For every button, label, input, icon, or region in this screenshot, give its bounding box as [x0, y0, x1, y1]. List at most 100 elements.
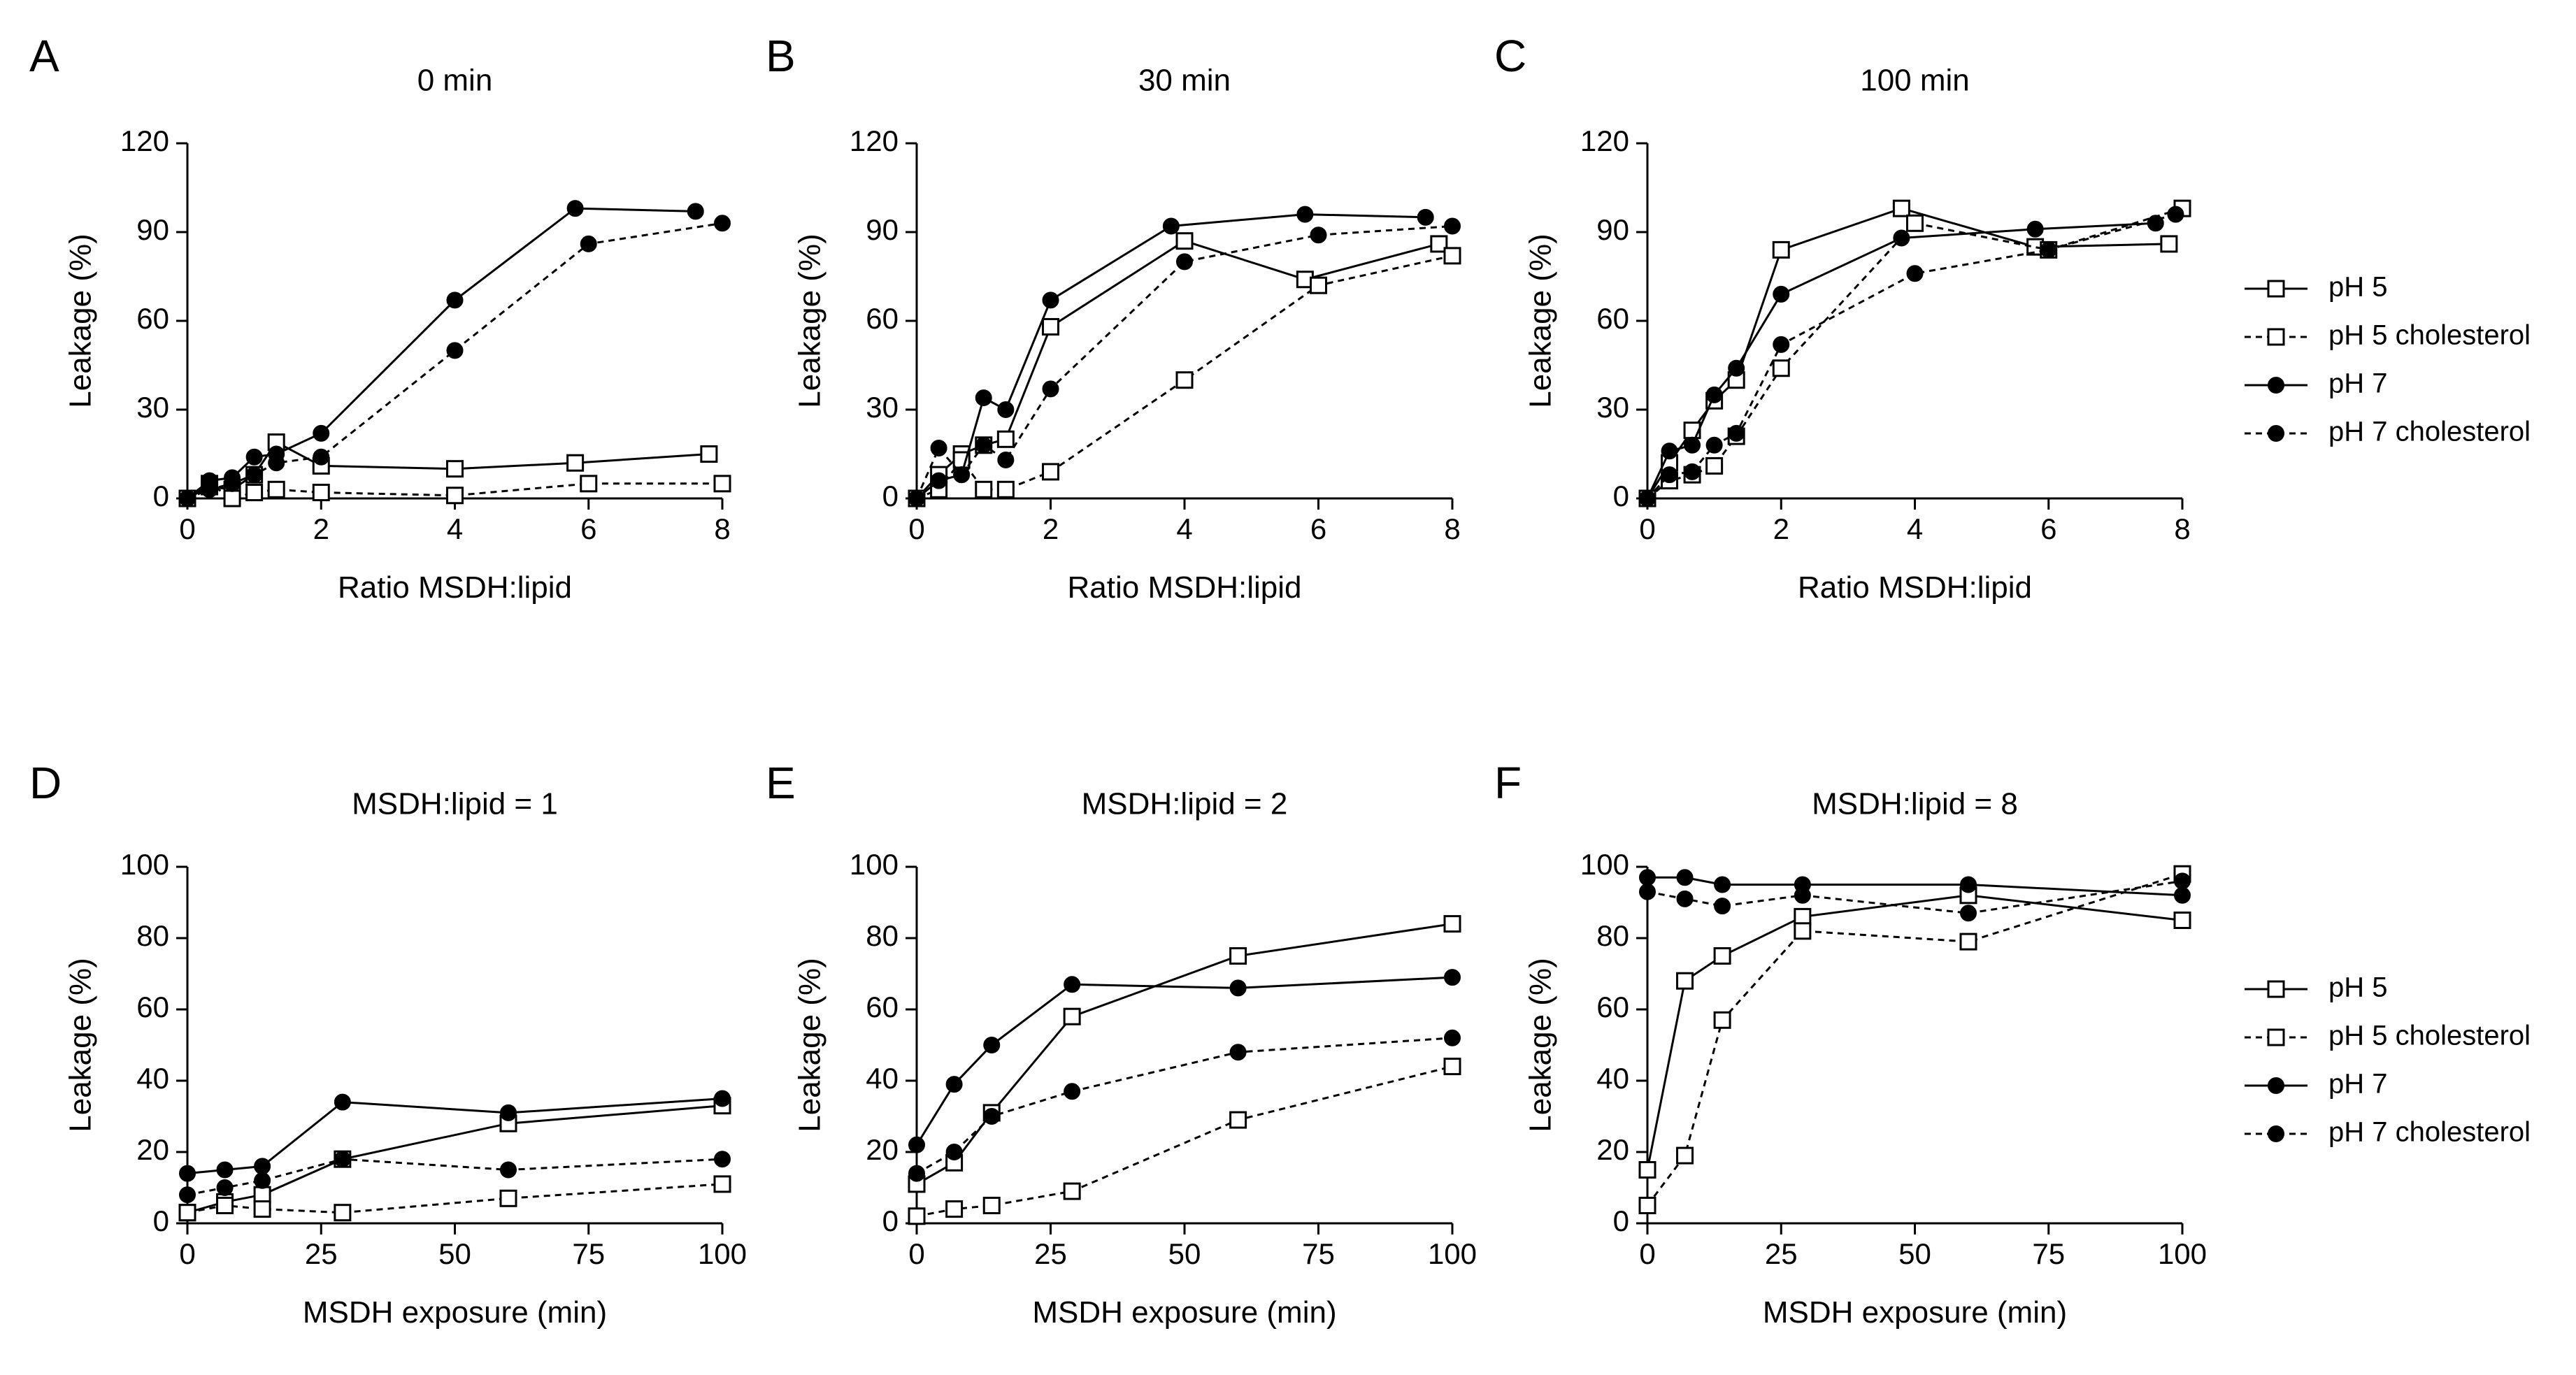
y-axis-label: Leakage (%)	[64, 958, 98, 1132]
series-line	[916, 923, 1453, 1186]
series-ph-7	[1639, 869, 2191, 904]
legend-item: pH 7	[2245, 368, 2388, 399]
y-tick-label: 40	[1596, 1062, 1629, 1095]
data-point	[500, 1161, 517, 1179]
y-tick-label: 30	[136, 391, 169, 424]
data-point	[216, 1197, 234, 1214]
legend-item: pH 7	[2245, 1069, 2388, 1100]
data-point	[908, 490, 925, 507]
y-tick-label: 0	[882, 480, 899, 512]
x-axis-label: MSDH exposure (min)	[303, 1295, 607, 1330]
y-tick-label: 60	[136, 302, 169, 335]
legend-label: pH 7 cholesterol	[2328, 417, 2531, 447]
x-tick-label: 0	[179, 512, 195, 545]
panel-title: 0 min	[417, 64, 493, 98]
series-line	[187, 1158, 723, 1196]
data-point	[1960, 905, 1977, 922]
chart-panel-a: A 0 min 0 2 4 6 8 0 30 60 90 120 Ratio MSDH:lipid Lea…	[29, 31, 731, 605]
data-point	[446, 291, 464, 309]
chart-panel-f: F MSDH:lipid = 8 0 25 50 75 100 0 20 40 60 80 100 MSD…	[1494, 758, 2207, 1330]
series-line	[187, 222, 723, 500]
data-point	[1310, 226, 1327, 244]
data-point	[1892, 199, 1910, 217]
data-point	[245, 466, 263, 484]
data-point	[1042, 463, 1059, 481]
y-tick-label: 120	[1580, 124, 1629, 157]
data-point	[1906, 214, 1924, 232]
panel-title: 100 min	[1860, 64, 1970, 98]
x-tick-label: 0	[1639, 1237, 1655, 1270]
series-ph-7	[908, 969, 1461, 1153]
data-point	[1042, 291, 1059, 309]
series-ph-5	[908, 915, 1461, 1193]
panel-title: MSDH:lipid = 2	[1082, 787, 1288, 821]
data-point	[983, 1037, 1001, 1053]
data-point	[1794, 886, 1811, 904]
data-point	[997, 451, 1015, 468]
data-point	[975, 389, 992, 407]
series-ph-5-cholesterol	[908, 1058, 1461, 1225]
data-point	[1443, 1058, 1461, 1076]
data-point	[334, 1093, 351, 1111]
data-point	[1893, 229, 1910, 247]
legend-marker	[2268, 377, 2284, 394]
data-point	[268, 454, 285, 472]
data-point	[1443, 247, 1461, 265]
data-point	[1639, 869, 1656, 886]
x-tick-label: 100	[1428, 1237, 1477, 1270]
series-ph-5	[908, 232, 1448, 507]
legend-marker	[2268, 1077, 2284, 1094]
data-point	[1684, 436, 1701, 454]
series-line	[915, 240, 1440, 500]
x-axis-label: Ratio MSDH:lipid	[1068, 570, 1302, 605]
data-point	[1229, 947, 1247, 965]
data-point	[1175, 371, 1194, 389]
x-tick-label: 0	[908, 1237, 924, 1270]
data-point	[2040, 241, 2057, 259]
series-line	[187, 207, 696, 500]
data-point	[253, 1186, 271, 1204]
series-line	[915, 976, 1453, 1146]
data-point	[254, 1172, 271, 1189]
y-tick-label: 20	[136, 1133, 169, 1166]
data-point	[245, 448, 263, 466]
y-tick-label: 0	[153, 1204, 169, 1237]
data-point	[179, 1165, 196, 1182]
y-tick-label: 0	[153, 480, 169, 512]
legend-label: pH 5	[2328, 272, 2388, 303]
legend-label: pH 7 cholesterol	[2328, 1117, 2531, 1148]
x-axis-label: Ratio MSDH:lipid	[338, 570, 572, 605]
data-point	[500, 1104, 517, 1121]
data-point	[975, 436, 992, 454]
data-point	[245, 484, 264, 502]
x-tick-label: 0	[908, 512, 924, 545]
data-point	[2174, 886, 2191, 904]
data-point	[223, 489, 241, 507]
data-point	[1773, 285, 1790, 303]
data-point	[1661, 466, 1678, 484]
legend-label: pH 7	[2328, 368, 2388, 399]
data-point	[2173, 912, 2191, 929]
data-point	[1229, 1111, 1247, 1129]
data-point	[1714, 898, 1731, 915]
data-point	[997, 401, 1015, 418]
data-point	[1676, 1146, 1694, 1165]
x-tick-label: 50	[1168, 1237, 1201, 1270]
data-point	[2174, 872, 2191, 890]
data-point	[566, 454, 585, 472]
data-point	[1772, 240, 1790, 259]
data-point	[1175, 232, 1194, 250]
data-point	[945, 1076, 963, 1093]
data-point	[446, 342, 464, 359]
data-point	[687, 203, 704, 220]
series-line	[1646, 872, 2183, 1207]
data-point	[1661, 442, 1678, 460]
data-point	[908, 1165, 925, 1182]
series-ph-5-cholesterol	[178, 1175, 731, 1222]
data-point	[1959, 933, 1977, 951]
x-axis-label: MSDH exposure (min)	[1763, 1295, 2067, 1330]
y-tick-label: 90	[866, 213, 899, 246]
data-point	[1417, 208, 1434, 226]
data-point	[713, 475, 731, 493]
